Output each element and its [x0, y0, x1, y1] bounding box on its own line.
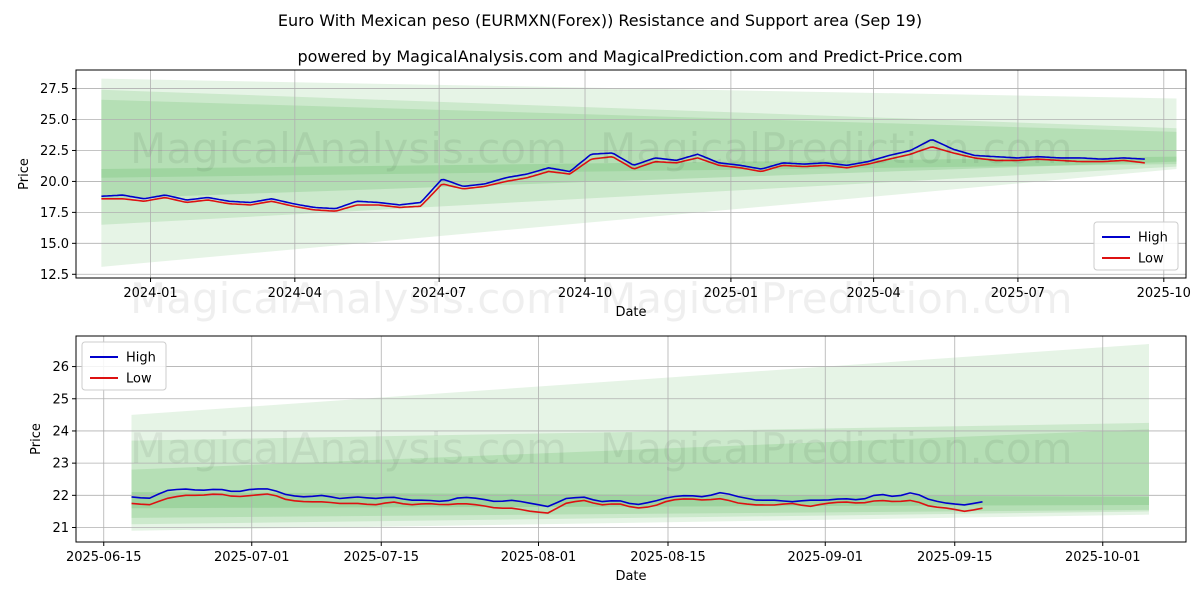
x-tick-label: 2025-07-15: [343, 550, 419, 565]
legend: High Low: [1093, 221, 1179, 271]
y-tick-label: 27.5: [40, 82, 69, 97]
low-series-line: [101, 146, 1145, 212]
support-resistance-bands: [131, 344, 1149, 531]
legend: High Low: [81, 341, 167, 391]
x-tick-label: 2024-07: [412, 286, 466, 301]
high-series-line: [101, 139, 1145, 210]
bottom-panel: 21 22 23 24 25 26 2025-06-15 2025-07-01 2025-07-…: [29, 335, 1187, 584]
watermark-text: MagicalAnalysis.com: [130, 424, 567, 473]
band-area: [101, 89, 1177, 225]
x-tick-label: 2024-10: [558, 286, 612, 301]
band-area: [131, 422, 1149, 525]
y-tick-label: 26: [52, 360, 69, 375]
band-area: [101, 78, 1177, 267]
legend-label: Low: [1138, 252, 1164, 267]
band-area: [101, 156, 1177, 199]
legend-label: High: [1138, 231, 1168, 246]
x-tick-label: 2025-06-15: [66, 550, 142, 565]
x-axis-label: Date: [615, 305, 646, 320]
y-tick-label: 12.5: [40, 268, 69, 283]
top-panel: 12.5 15.0 17.5 20.0 22.5 25.0 27.5 2024-01 2024-…: [17, 69, 1191, 320]
x-tick-label: 2025-09-15: [917, 550, 993, 565]
low-series-line: [131, 493, 983, 514]
x-tick-label: 2025-01: [704, 286, 758, 301]
watermark-text: MagicalAnalysis.com: [130, 124, 567, 173]
x-tick-label: 2025-07: [991, 286, 1045, 301]
y-tick-label: 15.0: [40, 237, 69, 252]
y-axis-label: Price: [17, 158, 32, 190]
x-tick-label: 2025-08-01: [501, 550, 577, 565]
x-tick-label: 2025-08-15: [630, 550, 706, 565]
legend-box: [81, 341, 167, 391]
y-axis-label: Price: [29, 423, 44, 455]
watermark-text: MagicalPrediction.com: [600, 274, 1073, 323]
x-tick-label: 2024-01: [123, 286, 177, 301]
chart-subtitle: powered by MagicalAnalysis.com and Magic…: [297, 47, 962, 66]
x-tick-label: 2025-10: [1137, 286, 1191, 301]
y-tick-label: 23: [52, 457, 69, 472]
y-tick-label: 24: [52, 424, 69, 439]
x-tick-label: 2025-07-01: [214, 550, 290, 565]
plot-frame: [75, 335, 1187, 543]
x-axis-label: Date: [615, 569, 646, 584]
y-tick-label: 25.0: [40, 113, 69, 128]
watermark-layer: MagicalAnalysis.com MagicalPrediction.co…: [130, 124, 1073, 473]
band-area: [131, 344, 1149, 531]
watermark-text: MagicalPrediction.com: [600, 124, 1073, 173]
watermark-text: MagicalAnalysis.com: [130, 274, 567, 323]
x-tick-label: 2024-04: [268, 286, 322, 301]
legend-label: High: [126, 351, 156, 366]
y-tick-label: 22.5: [40, 144, 69, 159]
legend-box: [1093, 221, 1179, 271]
y-tick-label: 20.0: [40, 175, 69, 190]
y-tick-label: 21: [52, 521, 69, 536]
x-tick-label: 2025-04: [846, 286, 900, 301]
plot-frame: [75, 69, 1187, 279]
legend-label: Low: [126, 372, 152, 387]
y-tick-label: 17.5: [40, 206, 69, 221]
y-tick-label: 25: [52, 392, 69, 407]
grid: 12.5 15.0 17.5 20.0 22.5 25.0 27.5 2024-01 2024-…: [40, 70, 1191, 301]
x-tick-label: 2025-10-01: [1065, 550, 1141, 565]
watermark-text: MagicalPrediction.com: [600, 424, 1073, 473]
grid: 21 22 23 24 25 26 2025-06-15 2025-07-01 2025-07-…: [52, 336, 1186, 565]
y-tick-label: 22: [52, 489, 69, 504]
high-series-line: [131, 488, 983, 508]
chart-title: Euro With Mexican peso (EURMXN(Forex)) R…: [278, 11, 922, 30]
x-tick-label: 2025-09-01: [787, 550, 863, 565]
